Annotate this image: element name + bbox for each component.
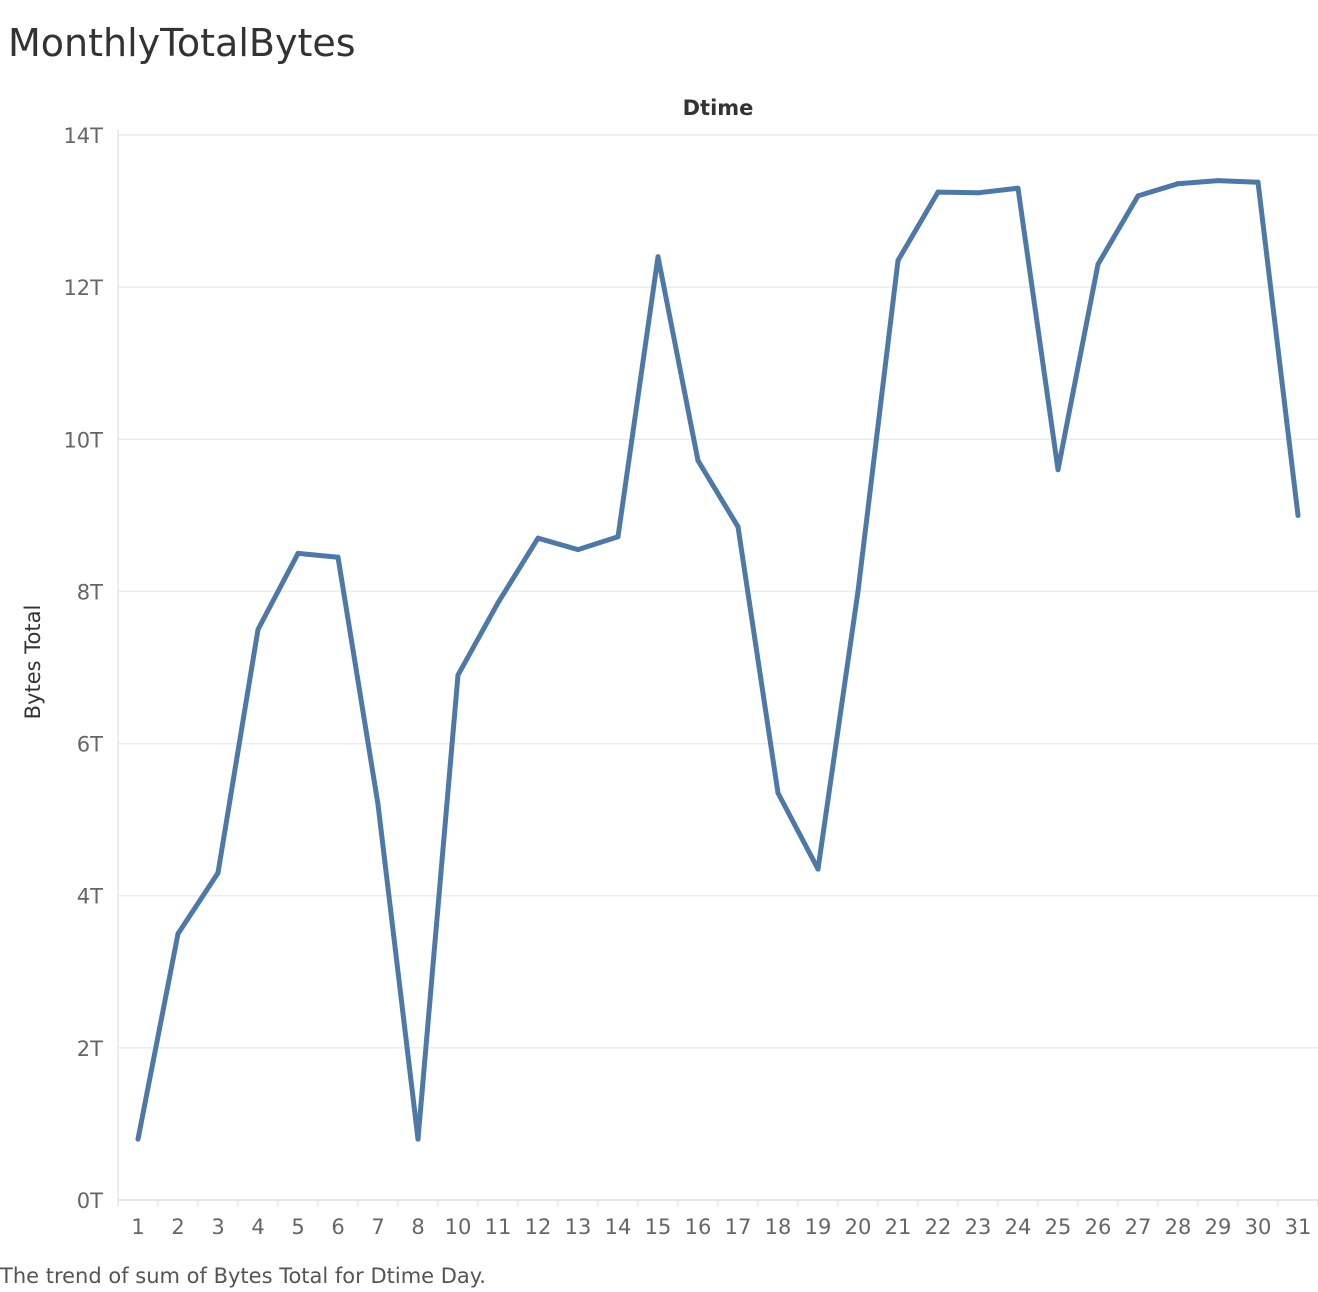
axes: [117, 130, 1318, 1206]
x-tick-label: 12: [525, 1215, 552, 1239]
y-tick-label: 4T: [77, 885, 103, 909]
x-tick-label: 16: [685, 1215, 712, 1239]
x-tick-label: 3: [211, 1215, 224, 1239]
gridlines: [118, 134, 1318, 1201]
series-line: [135, 178, 1301, 1142]
x-tick-label: 1: [131, 1215, 144, 1239]
data-point: [215, 870, 221, 876]
data-point: [1175, 181, 1181, 187]
data-point: [255, 626, 261, 632]
data-point: [735, 524, 741, 530]
chart-caption: The trend of sum of Bytes Total for Dtim…: [0, 1264, 486, 1288]
chart-title: MonthlyTotalBytes: [8, 21, 356, 65]
y-tick-label: 10T: [63, 428, 103, 452]
x-tick-label: 26: [1085, 1215, 1112, 1239]
x-tick-label: 24: [1005, 1215, 1032, 1239]
x-tick-labels: 1 2 3 4 5 6 7 8 10 11 12 13 14 15 16 17 18 19 20 21 22 23 24 25…: [131, 1215, 1311, 1239]
x-tick-label: 7: [371, 1215, 384, 1239]
data-point: [775, 790, 781, 796]
data-point: [415, 1136, 421, 1142]
data-point: [615, 534, 621, 540]
x-tick-label: 5: [291, 1215, 304, 1239]
y-tick-label: 8T: [77, 580, 103, 604]
x-tick-label: 30: [1245, 1215, 1272, 1239]
x-tick-label: 21: [885, 1215, 912, 1239]
data-point: [695, 458, 701, 464]
x-tick-label: 19: [805, 1215, 832, 1239]
y-axis-label: Bytes Total: [21, 605, 45, 720]
data-point: [855, 588, 861, 594]
data-point: [815, 866, 821, 872]
data-point: [1095, 261, 1101, 267]
series-lines: [135, 178, 1301, 1142]
data-point: [935, 189, 941, 195]
data-point: [455, 672, 461, 678]
y-tick-label: 6T: [77, 733, 103, 757]
column-header-label: Dtime: [683, 96, 754, 120]
x-tick-label: 25: [1045, 1215, 1072, 1239]
x-tick-label: 18: [765, 1215, 792, 1239]
x-tick-label: 28: [1165, 1215, 1192, 1239]
data-point: [575, 547, 581, 553]
data-point: [1055, 467, 1061, 473]
data-point: [335, 554, 341, 560]
x-tick-label: 27: [1125, 1215, 1152, 1239]
x-tick-label: 6: [331, 1215, 344, 1239]
x-tick-label: 10: [445, 1215, 472, 1239]
x-tick-label: 29: [1205, 1215, 1232, 1239]
x-tick-label: 31: [1285, 1215, 1312, 1239]
y-tick-label: 14T: [63, 124, 103, 148]
x-tick-label: 23: [965, 1215, 992, 1239]
x-tick-label: 17: [725, 1215, 752, 1239]
y-tick-label: 12T: [63, 276, 103, 300]
data-point: [1215, 178, 1221, 184]
data-point: [1015, 185, 1021, 191]
x-tick-label: 22: [925, 1215, 952, 1239]
x-tick-label: 4: [251, 1215, 264, 1239]
data-point: [295, 550, 301, 556]
data-point: [535, 535, 541, 541]
y-tick-labels: 0T 2T 4T 6T 8T 10T 12T 14T: [63, 124, 103, 1213]
x-tick-label: 2: [171, 1215, 184, 1239]
data-point: [895, 258, 901, 264]
data-point: [1295, 512, 1301, 518]
x-tick-label: 14: [605, 1215, 632, 1239]
x-tick-label: 8: [411, 1215, 424, 1239]
x-tick-label: 13: [565, 1215, 592, 1239]
x-tick-label: 11: [485, 1215, 512, 1239]
data-point: [175, 931, 181, 937]
x-tick-label: 20: [845, 1215, 872, 1239]
y-tick-label: 2T: [77, 1037, 103, 1061]
data-point: [1255, 179, 1261, 185]
data-point: [495, 600, 501, 606]
x-tick-label: 15: [645, 1215, 672, 1239]
data-point: [975, 190, 981, 196]
data-point: [375, 801, 381, 807]
y-tick-label: 0T: [77, 1189, 103, 1213]
data-point: [1135, 193, 1141, 199]
data-point: [655, 254, 661, 260]
data-point: [135, 1136, 141, 1142]
